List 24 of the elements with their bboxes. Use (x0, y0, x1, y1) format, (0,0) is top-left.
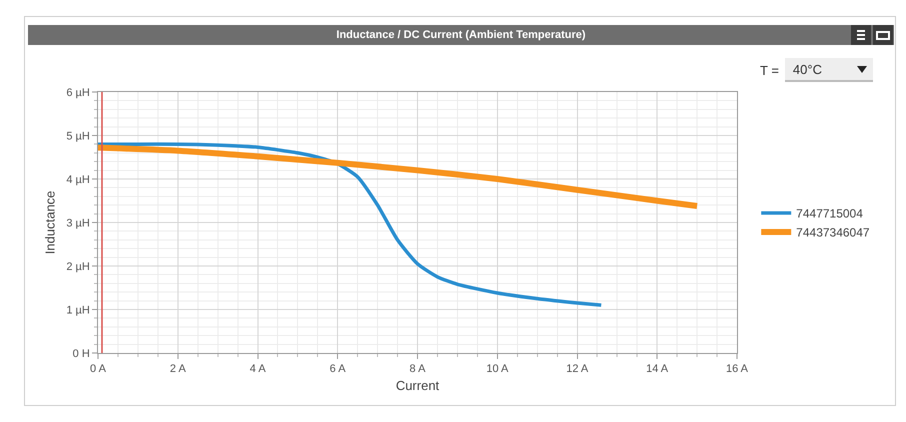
x-tick-label: 8 A (410, 363, 426, 376)
x-tick-label: 16 A (726, 363, 749, 376)
y-tick-label: 4 µH (66, 174, 90, 186)
x-tick-label: 4 A (250, 363, 266, 376)
legend-label: 74437346047 (796, 226, 870, 240)
y-tick-label: 5 µH (66, 130, 90, 142)
legend-label: 7447715004 (796, 206, 864, 221)
y-tick-label: 0 H (72, 348, 90, 360)
y-tick-label: 1 µH (66, 304, 90, 316)
x-tick-label: 6 A (330, 363, 346, 376)
y-axis-title: Inductance (42, 190, 58, 254)
x-tick-label: 2 A (170, 363, 186, 376)
text: T = (760, 62, 779, 78)
x-tick-label: 12 A (566, 363, 589, 376)
x-axis-title: Current (396, 378, 440, 393)
chart-title: Inductance / DC Current (Ambient Temperature) (28, 25, 894, 45)
x-tick-label: 10 A (486, 363, 510, 376)
y-tick-label: 6 µH (66, 86, 90, 99)
x-tick-label: 14 A (646, 363, 669, 376)
text: 40°C (792, 60, 822, 79)
x-tick-label: 0 A (90, 363, 107, 376)
y-tick-label: 3 µH (66, 217, 90, 230)
y-tick-label: 2 µH (66, 260, 90, 273)
line-series (98, 142, 603, 307)
